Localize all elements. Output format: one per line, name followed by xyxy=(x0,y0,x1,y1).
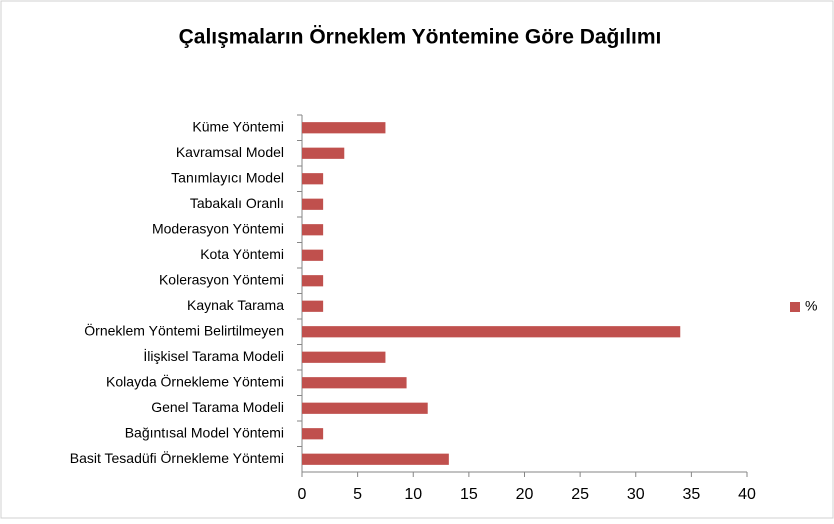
bar xyxy=(302,402,428,414)
x-tick-label: 35 xyxy=(682,486,700,503)
bar xyxy=(302,224,324,236)
x-tick-label: 15 xyxy=(460,486,478,503)
legend-swatch xyxy=(790,302,800,312)
x-tick-label: 20 xyxy=(516,486,534,503)
y-tick-label: Kavramsal Model xyxy=(176,144,284,160)
y-tick-label: Kaynak Tarama xyxy=(187,297,284,313)
x-tick-label: 30 xyxy=(627,486,645,503)
y-tick-label: İlişkisel Tarama Modeli xyxy=(143,347,284,364)
bar xyxy=(302,326,681,338)
x-tick-label: 0 xyxy=(298,486,307,503)
bar xyxy=(302,122,386,134)
y-tick-label: Genel Tarama Modeli xyxy=(151,399,284,415)
y-tick-label: Tanımlayıcı Model xyxy=(171,169,284,185)
legend-label: % xyxy=(805,298,817,314)
bar xyxy=(302,300,324,312)
bar xyxy=(302,198,324,210)
y-tick-label: Küme Yöntemi xyxy=(192,118,284,134)
y-tick-label: Kolayda Örnekleme Yöntemi xyxy=(106,372,284,389)
y-tick-label: Bağıntısal Model Yöntemi xyxy=(125,424,284,440)
x-tick-label: 40 xyxy=(738,486,756,503)
chart-title: Çalışmaların Örneklem Yöntemine Göre Dağ… xyxy=(179,26,662,49)
bar xyxy=(302,351,386,363)
x-tick-label: 25 xyxy=(571,486,589,503)
bar xyxy=(302,147,345,159)
y-tick-label: Tabakalı Oranlı xyxy=(190,195,284,211)
y-tick-label: Kolerasyon Yöntemi xyxy=(159,271,284,287)
bar xyxy=(302,428,324,440)
y-tick-label: Örneklem Yöntemi Belirtilmeyen xyxy=(84,321,284,338)
x-tick-label: 10 xyxy=(404,486,422,503)
bar xyxy=(302,275,324,287)
bar xyxy=(302,453,449,465)
bar xyxy=(302,377,407,389)
bar xyxy=(302,173,324,185)
y-tick-label: Moderasyon Yöntemi xyxy=(152,220,284,236)
y-tick-label: Basit Tesadüfi Örnekleme Yöntemi xyxy=(70,449,284,466)
bar xyxy=(302,249,324,261)
y-tick-label: Kota Yöntemi xyxy=(200,246,284,262)
x-tick-label: 5 xyxy=(353,486,362,503)
